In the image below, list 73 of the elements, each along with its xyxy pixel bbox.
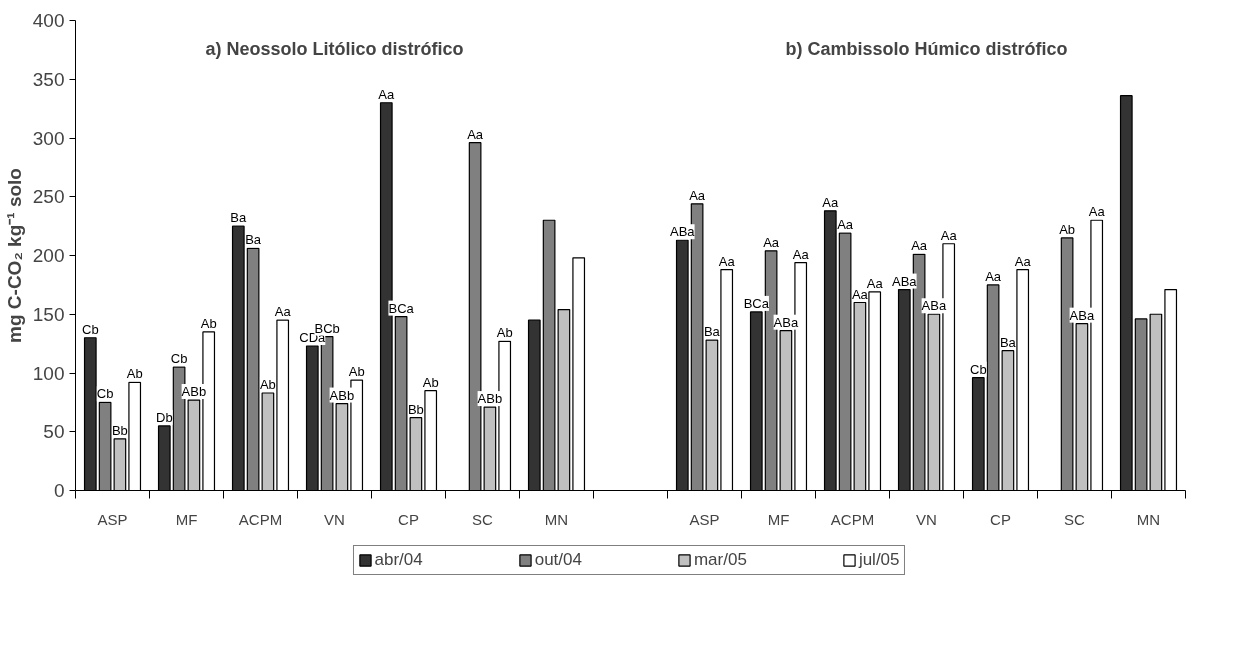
data-label: Aa: [837, 217, 854, 233]
data-label: ABb: [181, 384, 207, 400]
data-label: ABb: [329, 387, 355, 403]
data-label: Aa: [985, 268, 1002, 284]
x-tick-label: MN: [1136, 510, 1161, 528]
data-label: BCa: [743, 295, 770, 311]
y-tick-label: 200: [32, 245, 65, 266]
data-label: Aa: [822, 194, 840, 210]
data-label: Bb: [407, 401, 424, 417]
y-tick-label: 250: [32, 186, 65, 208]
data-label: Aa: [763, 234, 780, 250]
legend-label: out/04: [534, 550, 582, 570]
data-label: Ab: [126, 366, 143, 382]
legend-label: abr/04: [374, 550, 423, 570]
annotation: b) Cambissolo Húmico distrófico: [785, 38, 1068, 59]
data-label: Bb: [111, 422, 128, 438]
data-label: Cb: [96, 386, 114, 402]
x-tick-label: MF: [767, 510, 790, 528]
data-label: ABa: [892, 273, 918, 289]
x-tick-label: SC: [472, 510, 494, 528]
x-tick-label: CP: [990, 510, 1011, 528]
data-label: BCa: [388, 300, 415, 316]
data-label: Aa: [792, 246, 810, 262]
legend-label: mar/05: [693, 550, 747, 570]
data-label: ABa: [921, 298, 947, 314]
y-tick-label: 150: [32, 303, 65, 325]
x-tick-label: CP: [398, 510, 419, 528]
data-label: Aa: [718, 253, 736, 269]
data-label: Aa: [1014, 253, 1032, 269]
data-label: Ab: [348, 364, 365, 380]
data-label: Db: [155, 409, 173, 425]
data-label: Ba: [245, 232, 262, 248]
data-label: Aa: [378, 86, 396, 102]
data-label: Aa: [467, 126, 484, 142]
data-label: Ab: [259, 376, 276, 392]
x-tick-label: VN: [324, 510, 345, 528]
y-tick-label: 0: [53, 480, 65, 501]
data-label: Ba: [230, 210, 248, 226]
y-axis-title: mg C-CO₂ kg⁻¹ solo: [3, 168, 25, 343]
data-label: Cb: [969, 361, 987, 377]
x-tick-label: MN: [544, 510, 569, 528]
data-label: Ab: [200, 315, 217, 331]
data-label: Ab: [1059, 221, 1076, 237]
data-label: Cb: [81, 321, 99, 337]
data-label: Ab: [422, 374, 439, 390]
data-label: Aa: [940, 227, 958, 243]
legend-label: jul/05: [858, 550, 900, 570]
data-label: ABa: [773, 314, 799, 330]
x-tick-label: ASP: [97, 510, 128, 528]
data-label: Ba: [999, 334, 1017, 350]
annotation: a) Neossolo Litólico distrófico: [205, 38, 464, 59]
data-label: Aa: [866, 275, 884, 291]
x-tick-label: VN: [916, 510, 937, 528]
y-tick-label: 300: [32, 127, 65, 149]
data-label: Ab: [496, 325, 513, 341]
data-label: Aa: [274, 304, 292, 320]
x-tick-label: SC: [1064, 510, 1086, 528]
data-label: Aa: [1088, 204, 1106, 220]
data-label: ABa: [670, 224, 696, 240]
data-label: Cb: [170, 351, 188, 367]
x-tick-label: ACPM: [830, 510, 875, 528]
x-tick-label: ACPM: [238, 510, 283, 528]
data-label: Aa: [911, 238, 928, 254]
data-label: ABb: [477, 391, 503, 407]
y-tick-label: 100: [32, 362, 65, 384]
data-label: Ba: [703, 324, 721, 340]
x-tick-label: ASP: [689, 510, 720, 528]
data-label: Aa: [689, 187, 706, 203]
y-tick-label: 350: [32, 68, 65, 90]
y-tick-label: 50: [43, 421, 65, 443]
x-tick-label: MF: [175, 510, 198, 528]
data-label: ABa: [1069, 307, 1095, 323]
y-tick-label: 400: [32, 10, 65, 31]
